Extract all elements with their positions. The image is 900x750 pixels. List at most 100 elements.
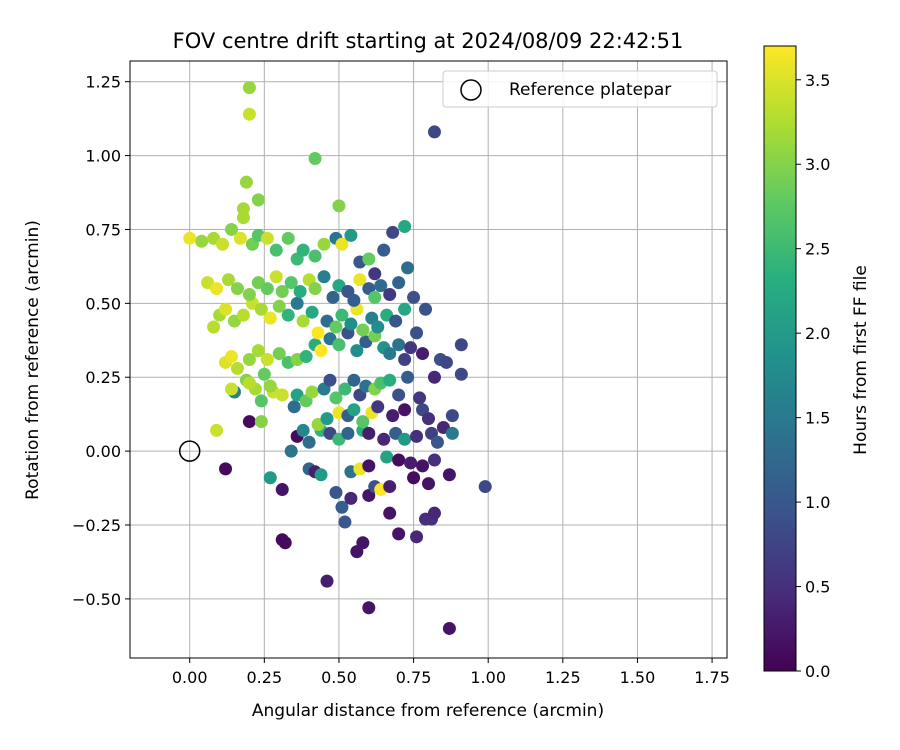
data-point <box>383 373 397 387</box>
data-point <box>195 234 209 248</box>
x-tick-label: 0.00 <box>172 668 208 687</box>
data-point <box>398 403 412 417</box>
data-point <box>296 243 310 257</box>
data-point <box>353 273 367 287</box>
data-point <box>383 506 397 520</box>
data-point <box>311 326 325 340</box>
data-point <box>305 305 319 319</box>
data-point <box>242 81 256 95</box>
colorbar-tick-label: 1.0 <box>805 493 830 512</box>
data-point <box>233 231 247 245</box>
data-point <box>242 415 256 429</box>
data-point <box>416 459 430 473</box>
data-point <box>236 211 250 225</box>
data-point <box>454 367 468 381</box>
data-point <box>272 347 286 361</box>
data-point <box>401 370 415 384</box>
data-point <box>335 500 349 514</box>
data-point <box>335 237 349 251</box>
data-point <box>224 382 238 396</box>
data-point <box>356 323 370 337</box>
data-point <box>242 353 256 366</box>
data-point <box>371 400 385 414</box>
data-point <box>275 483 289 497</box>
y-tick-label: 0.00 <box>85 442 121 461</box>
data-point <box>362 252 376 266</box>
data-point <box>293 285 307 299</box>
data-point <box>260 353 274 366</box>
y-tick-label: −0.50 <box>72 590 121 609</box>
data-point <box>392 388 406 402</box>
data-point <box>207 320 221 334</box>
data-point <box>368 290 382 304</box>
data-point <box>269 270 283 284</box>
data-point <box>344 317 358 331</box>
data-point <box>442 468 456 482</box>
data-point <box>260 231 274 245</box>
reference-marker <box>178 440 201 462</box>
data-point <box>427 453 441 467</box>
data-point <box>275 388 289 402</box>
data-point <box>222 273 236 287</box>
colorbar-ticks: 0.0 0.5 1.0 1.5 2.0 2.5 3.0 3.5 <box>796 71 830 681</box>
data-point <box>308 249 322 263</box>
y-tick-label: −0.25 <box>72 516 121 535</box>
data-point <box>347 403 361 417</box>
data-point <box>356 536 370 550</box>
data-point <box>401 261 415 275</box>
colorbar-tick-label: 3.0 <box>805 155 830 174</box>
data-point <box>398 353 412 366</box>
data-point <box>374 279 388 293</box>
data-point <box>410 326 424 340</box>
data-point <box>323 373 337 387</box>
data-point <box>254 415 268 429</box>
data-point <box>442 621 456 635</box>
data-point <box>430 435 444 449</box>
data-point <box>281 231 295 245</box>
y-tick-label: 0.25 <box>85 368 121 387</box>
plot-frame <box>129 60 728 659</box>
legend-box <box>442 70 718 108</box>
data-point <box>344 228 358 242</box>
data-point <box>308 152 322 166</box>
data-point <box>416 347 430 361</box>
data-point <box>362 426 376 440</box>
data-point <box>383 287 397 301</box>
data-point <box>383 480 397 494</box>
data-point <box>210 423 224 437</box>
data-point <box>236 308 250 322</box>
data-point <box>362 601 376 615</box>
y-tick-label: 1.00 <box>85 147 121 166</box>
x-tick-label: 0.25 <box>247 668 283 687</box>
colorbar: 0.0 0.5 1.0 1.5 2.0 2.5 3.0 3.5 Hours from firs… <box>763 45 871 681</box>
data-point <box>219 302 233 316</box>
colorbar-label: Hours from first FF file <box>851 265 871 455</box>
x-tick-label: 1.00 <box>470 668 506 687</box>
data-point <box>377 432 391 446</box>
data-point <box>377 243 391 257</box>
data-point <box>338 382 352 396</box>
data-point <box>392 276 406 290</box>
x-tick-label: 1.25 <box>545 668 581 687</box>
data-point <box>183 231 197 245</box>
data-point <box>347 373 361 387</box>
data-point <box>422 477 435 491</box>
data-point <box>305 385 319 399</box>
data-point <box>320 574 334 588</box>
x-tick-label: 1.75 <box>694 668 730 687</box>
data-point <box>284 444 298 458</box>
data-point <box>332 338 346 352</box>
data-point <box>419 302 433 316</box>
data-point <box>326 290 340 304</box>
data-point <box>386 409 400 423</box>
data-point <box>281 308 295 322</box>
data-point <box>314 344 328 358</box>
data-point <box>427 370 441 384</box>
data-point <box>230 282 244 296</box>
y-tick-label: 0.50 <box>85 294 121 313</box>
data-point <box>242 287 256 301</box>
data-point <box>329 391 343 405</box>
data-point <box>296 314 310 328</box>
data-point <box>413 391 427 405</box>
data-point <box>344 491 358 505</box>
